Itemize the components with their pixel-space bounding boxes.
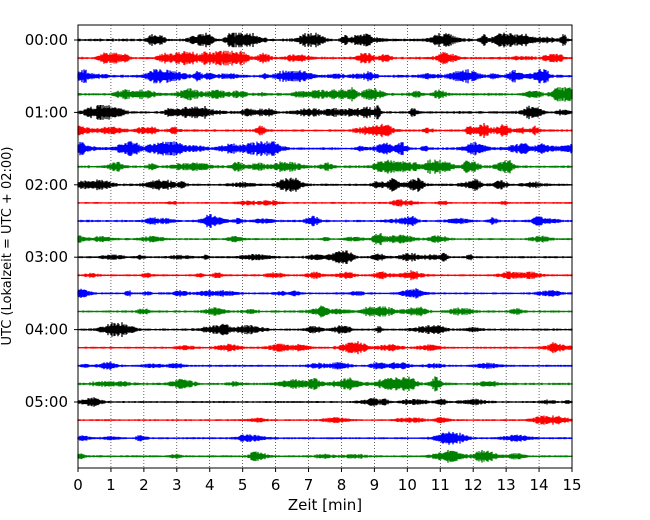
- trace-0000: [77, 32, 573, 48]
- trace-0400: [77, 322, 573, 337]
- x-tick-label-8: 8: [337, 476, 347, 494]
- trace-0045: [77, 87, 573, 102]
- trace-0230: [77, 214, 573, 228]
- trace-0330: [77, 288, 573, 299]
- trace-0115: [77, 123, 573, 138]
- trace-0100: [77, 105, 573, 120]
- trace-0215: [77, 199, 573, 207]
- y-tick-label-1: 01:00: [25, 103, 68, 121]
- x-tick-label-6: 6: [271, 476, 281, 494]
- y-tick-label-0: 00:00: [25, 31, 68, 49]
- y-axis: 00:00 01:00 02:00 03:00 04:00 05:00: [25, 31, 78, 411]
- x-tick-label-2: 2: [139, 476, 149, 494]
- y-tick-label-2: 02:00: [25, 176, 68, 194]
- trace-0500: [77, 397, 573, 407]
- x-tick-label-1: 1: [106, 476, 116, 494]
- trace-0245: [77, 233, 573, 246]
- y-axis-label: UTC (Lokalzeit = UTC + 02:00): [0, 147, 15, 346]
- trace-0530: [77, 431, 573, 445]
- y-tick-label-3: 03:00: [25, 248, 68, 266]
- y-tick-label-5: 05:00: [25, 393, 68, 411]
- x-tick-label-0: 0: [73, 476, 83, 494]
- x-tick-label-9: 9: [370, 476, 380, 494]
- trace-0315: [77, 270, 573, 281]
- trace-group: [77, 32, 573, 463]
- trace-0015: [77, 50, 573, 66]
- trace-0545: [77, 449, 573, 463]
- trace-0445: [77, 376, 573, 392]
- x-tick-label-7: 7: [304, 476, 314, 494]
- trace-0430: [77, 361, 573, 370]
- x-tick-label-4: 4: [205, 476, 215, 494]
- x-tick-label-14: 14: [530, 476, 549, 494]
- x-tick-label-11: 11: [431, 476, 450, 494]
- trace-0300: [77, 250, 573, 264]
- x-axis-label: Zeit [min]: [288, 496, 362, 514]
- x-tick-label-5: 5: [238, 476, 248, 494]
- trace-0130: [77, 141, 573, 156]
- x-axis: 0 1 2 3 4 5 6 7 8 9 10 11 12 13 14 15: [73, 468, 582, 494]
- trace-0415: [77, 341, 573, 355]
- trace-0345: [77, 305, 573, 318]
- trace-0200: [77, 177, 573, 192]
- x-tick-label-3: 3: [172, 476, 182, 494]
- trace-0030: [77, 69, 573, 84]
- trace-0145: [77, 159, 573, 174]
- y-tick-label-4: 04:00: [25, 321, 68, 339]
- x-tick-label-15: 15: [562, 476, 581, 494]
- plot-frame: [77, 24, 573, 469]
- trace-0515: [77, 415, 573, 425]
- x-tick-label-12: 12: [464, 476, 483, 494]
- x-tick-label-10: 10: [398, 476, 417, 494]
- x-tick-label-13: 13: [497, 476, 516, 494]
